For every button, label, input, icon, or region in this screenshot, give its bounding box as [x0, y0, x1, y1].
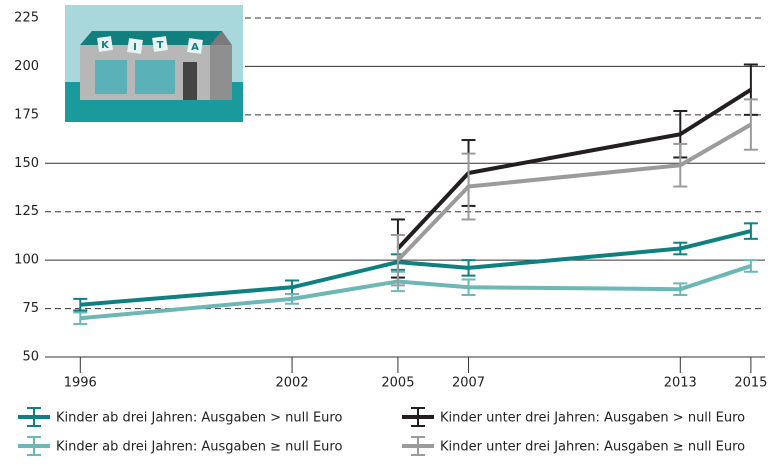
legend-icon [18, 408, 50, 426]
legend-label: Kinder unter drei Jahren: Ausgaben > nul… [440, 411, 745, 426]
chart: K I T A 50 75 100 125 150 175 200 225 1996 2002 2005 2… [0, 0, 784, 463]
page: {"chart_data": {"type": "line", "illustr… [0, 0, 784, 467]
y-tick-label: 50 [22, 350, 39, 365]
illustration-letter: A [191, 42, 199, 53]
y-tick-label: 125 [14, 204, 39, 219]
x-tick-label: 2005 [381, 376, 414, 391]
series-line [80, 266, 751, 318]
legend-label: Kinder ab drei Jahren: Ausgaben ≥ null E… [56, 440, 342, 455]
illustration-letter: K [101, 40, 110, 51]
illustration-letter: I [133, 42, 137, 53]
y-tick-label: 200 [14, 59, 39, 74]
x-tick-label: 1996 [64, 376, 97, 391]
y-tick-label: 225 [14, 11, 39, 26]
illustration-letter: T [157, 40, 164, 51]
legend-label: Kinder ab drei Jahren: Ausgaben > null E… [56, 411, 342, 426]
y-tick-label: 100 [14, 253, 39, 268]
legend-icon [402, 408, 434, 426]
x-tick-label: 2015 [734, 376, 767, 391]
y-tick-label: 175 [14, 107, 39, 122]
legend-icon [402, 437, 434, 455]
legend-icon [18, 437, 50, 455]
x-tick-label: 2007 [452, 376, 485, 391]
series-line [398, 90, 751, 249]
y-tick-label: 75 [22, 301, 39, 316]
x-tick-label: 2013 [664, 376, 697, 391]
legend-label: Kinder unter drei Jahren: Ausgaben ≥ nul… [440, 440, 745, 455]
y-tick-label: 150 [14, 156, 39, 171]
x-tick-label: 2002 [276, 376, 309, 391]
